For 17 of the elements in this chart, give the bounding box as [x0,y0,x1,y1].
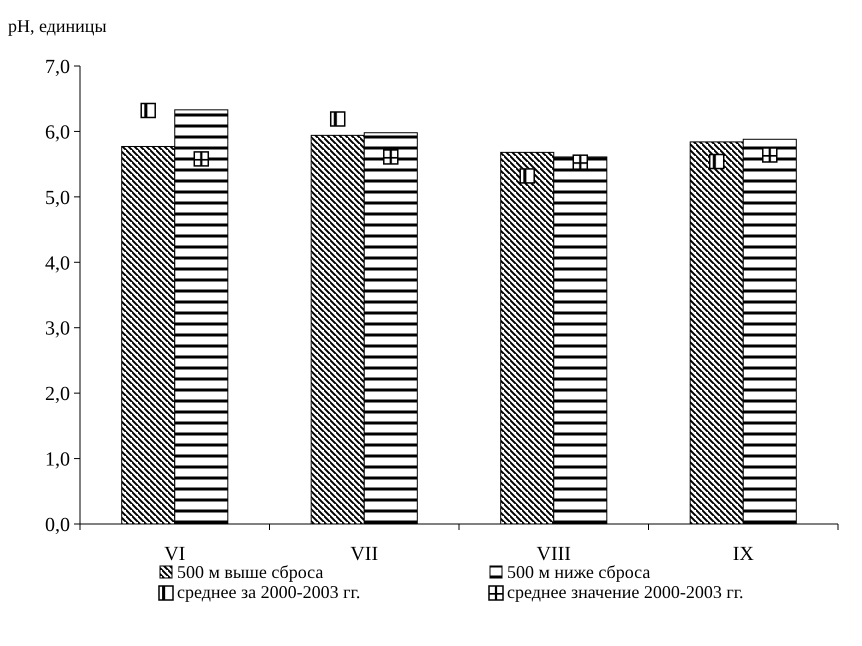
x-tick-label: VII [350,543,378,565]
legend-label: среднее значение 2000-2003 гг. [507,582,744,602]
y-tick-label: 2,0 [45,383,70,406]
y-axis-title: pH, единицы [8,16,107,36]
y-tick-label: 6,0 [45,121,70,144]
y-tick-label: 5,0 [45,186,70,209]
legend-label: 500 м ниже сброса [507,562,650,582]
y-tick-label: 4,0 [45,252,70,274]
y-tick-label: 0,0 [45,514,70,536]
y-tick-label: 7,0 [45,56,70,78]
y-tick-label: 1,0 [45,448,70,471]
legend-label: 500 м выше сброса [177,562,324,582]
legend-label: среднее за 2000-2003 гг. [177,582,360,602]
x-tick-label: VI [164,543,186,565]
y-tick-label: 3,0 [45,318,70,340]
x-tick-label: VIII [536,543,571,565]
x-tick-label: IX [732,543,754,565]
